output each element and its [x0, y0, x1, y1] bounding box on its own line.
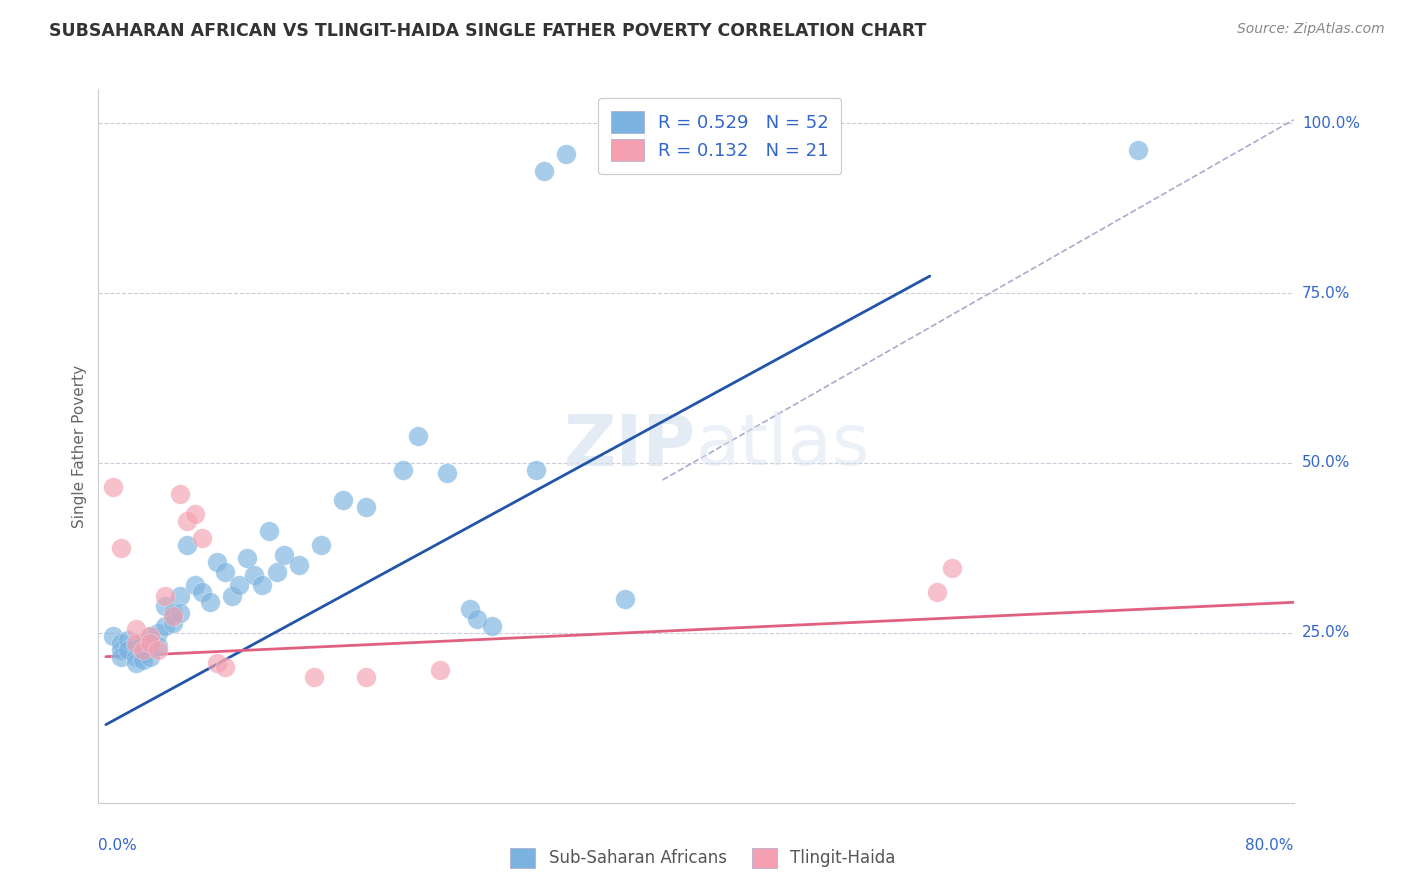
Point: [236, 551, 259, 566]
Legend: Sub-Saharan Africans, Tlingit-Haida: Sub-Saharan Africans, Tlingit-Haida: [503, 841, 903, 875]
Point: [436, 466, 458, 480]
Point: [124, 640, 146, 654]
Point: [146, 626, 169, 640]
Text: Source: ZipAtlas.com: Source: ZipAtlas.com: [1237, 22, 1385, 37]
Point: [184, 507, 207, 521]
Point: [184, 578, 207, 592]
Point: [941, 561, 963, 575]
Point: [191, 531, 214, 545]
Point: [243, 568, 266, 582]
Point: [139, 649, 162, 664]
Point: [250, 578, 273, 592]
Y-axis label: Single Father Poverty: Single Father Poverty: [72, 365, 87, 527]
Point: [221, 589, 243, 603]
Point: [169, 589, 191, 603]
Point: [132, 636, 155, 650]
Point: [205, 657, 228, 671]
Point: [332, 493, 354, 508]
Point: [110, 643, 132, 657]
Point: [465, 612, 488, 626]
Point: [124, 657, 146, 671]
Point: [176, 537, 198, 551]
Point: [162, 606, 184, 620]
Point: [555, 146, 578, 161]
Point: [205, 555, 228, 569]
Point: [228, 578, 250, 592]
Point: [155, 589, 177, 603]
Point: [132, 643, 155, 657]
Point: [117, 632, 139, 647]
Text: 25.0%: 25.0%: [1302, 625, 1350, 640]
Point: [257, 524, 280, 538]
Point: [302, 670, 325, 684]
Point: [155, 599, 177, 613]
Point: [458, 602, 481, 616]
Text: 0.0%: 0.0%: [98, 838, 138, 854]
Text: ZIP: ZIP: [564, 411, 696, 481]
Point: [124, 623, 146, 637]
Point: [162, 615, 184, 630]
Point: [124, 636, 146, 650]
Point: [927, 585, 949, 599]
Point: [169, 606, 191, 620]
Point: [614, 591, 637, 606]
Point: [146, 643, 169, 657]
Point: [481, 619, 503, 633]
Point: [533, 163, 555, 178]
Point: [429, 663, 451, 677]
Point: [266, 565, 288, 579]
Point: [110, 636, 132, 650]
Text: 80.0%: 80.0%: [1246, 838, 1294, 854]
Point: [162, 608, 184, 623]
Point: [132, 646, 155, 660]
Point: [169, 486, 191, 500]
Text: 50.0%: 50.0%: [1302, 456, 1350, 470]
Point: [191, 585, 214, 599]
Point: [288, 558, 311, 572]
Point: [273, 548, 295, 562]
Point: [110, 649, 132, 664]
Point: [309, 537, 332, 551]
Point: [132, 653, 155, 667]
Point: [139, 629, 162, 643]
Point: [124, 649, 146, 664]
Point: [198, 595, 221, 609]
Point: [110, 541, 132, 555]
Point: [1126, 144, 1149, 158]
Point: [139, 636, 162, 650]
Point: [214, 565, 236, 579]
Point: [139, 640, 162, 654]
Point: [103, 629, 125, 643]
Legend: R = 0.529   N = 52, R = 0.132   N = 21: R = 0.529 N = 52, R = 0.132 N = 21: [599, 98, 841, 174]
Point: [139, 629, 162, 643]
Point: [391, 463, 413, 477]
Point: [354, 670, 377, 684]
Point: [214, 660, 236, 674]
Point: [354, 500, 377, 515]
Text: 75.0%: 75.0%: [1302, 285, 1350, 301]
Point: [155, 619, 177, 633]
Point: [103, 480, 125, 494]
Point: [524, 463, 547, 477]
Text: atlas: atlas: [696, 411, 870, 481]
Text: SUBSAHARAN AFRICAN VS TLINGIT-HAIDA SINGLE FATHER POVERTY CORRELATION CHART: SUBSAHARAN AFRICAN VS TLINGIT-HAIDA SING…: [49, 22, 927, 40]
Point: [176, 514, 198, 528]
Point: [117, 643, 139, 657]
Text: 100.0%: 100.0%: [1302, 116, 1360, 131]
Point: [406, 429, 429, 443]
Point: [146, 640, 169, 654]
